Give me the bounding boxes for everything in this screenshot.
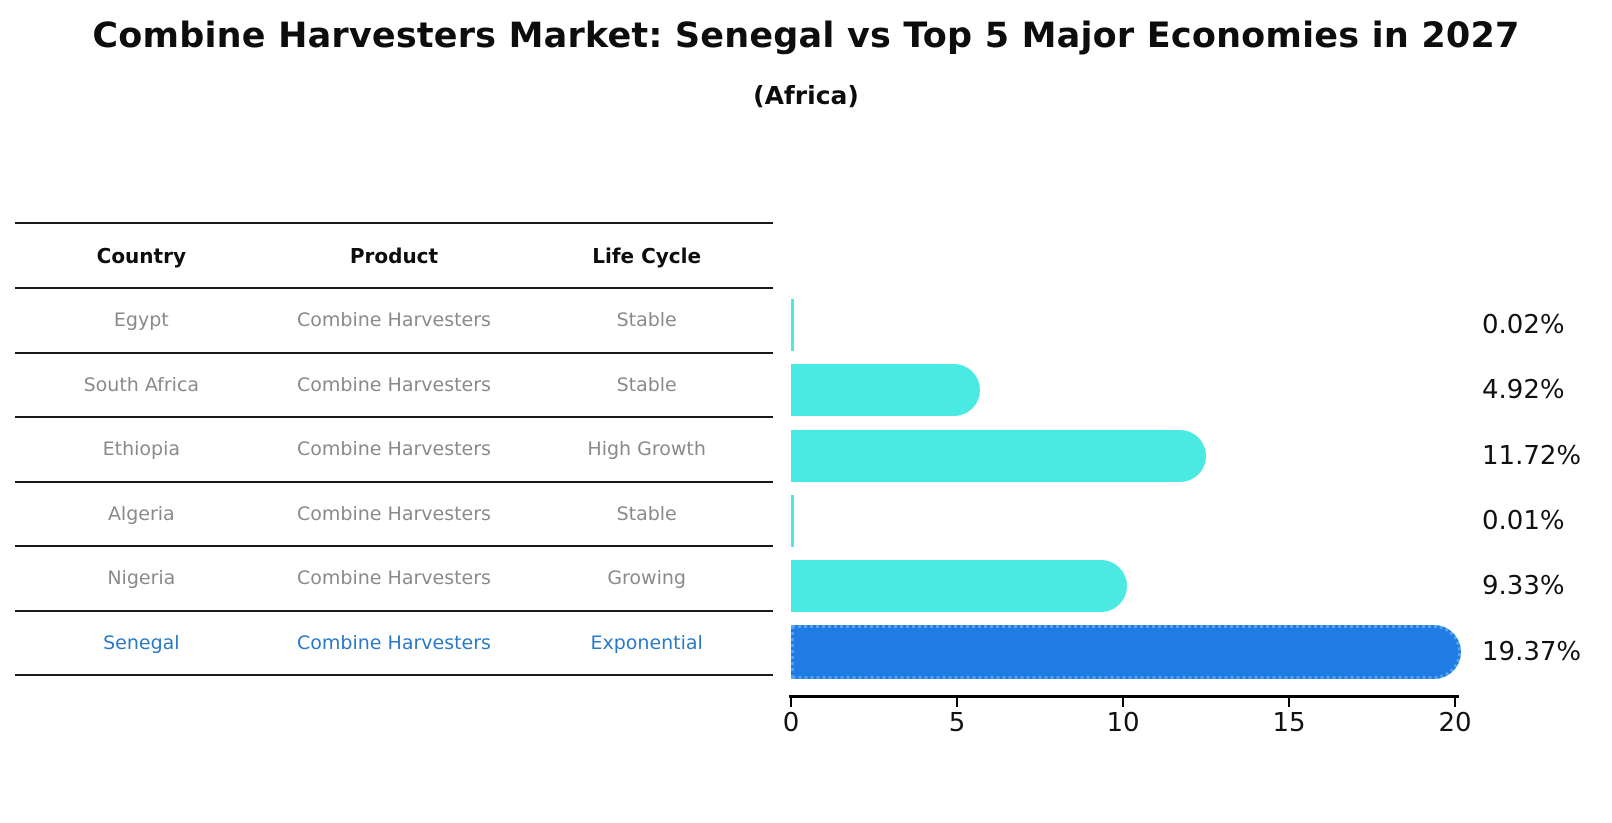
bar-senegal xyxy=(791,624,1462,679)
cell-life-cycle: High Growth xyxy=(587,438,706,461)
bar-nigeria xyxy=(791,560,1127,613)
cell-product: Combine Harvesters xyxy=(297,502,491,525)
column-header-country: Country xyxy=(96,243,186,268)
x-tick-5 xyxy=(956,698,958,707)
value-label-ethiopia: 11.72% xyxy=(1482,440,1582,471)
x-tick-label-5: 5 xyxy=(948,708,966,738)
cell-product: Combine Harvesters xyxy=(297,438,491,461)
cell-life-cycle: Stable xyxy=(616,502,677,525)
value-label-algeria: 0.01% xyxy=(1482,505,1565,536)
table-row: South Africa Combine Harvesters Stable xyxy=(15,352,773,418)
cell-country: Ethiopia xyxy=(102,438,181,461)
cell-life-cycle: Growing xyxy=(607,567,686,590)
bar-egypt xyxy=(791,299,794,351)
cell-product: Combine Harvesters xyxy=(297,309,491,332)
cell-product: Combine Harvesters xyxy=(297,373,491,396)
x-tick-label-10: 10 xyxy=(1106,708,1140,738)
x-tick-label-15: 15 xyxy=(1272,708,1306,738)
x-tick-label-0: 0 xyxy=(782,708,800,738)
column-header-life-cycle: Life Cycle xyxy=(592,243,702,268)
chart-title: Combine Harvesters Market: Senegal vs To… xyxy=(92,16,1520,56)
chart-subtitle: (Africa) xyxy=(753,81,859,110)
bar-ethiopia xyxy=(791,429,1207,482)
cell-country: South Africa xyxy=(83,373,200,396)
value-label-egypt: 0.02% xyxy=(1482,310,1565,340)
value-label-south-africa: 4.92% xyxy=(1482,375,1565,406)
cell-country: Senegal xyxy=(103,631,180,654)
table-row: Egypt Combine Harvesters Stable xyxy=(15,288,773,353)
table-row-highlight-senegal: Senegal Combine Harvesters Exponential xyxy=(15,610,773,675)
table-row: Algeria Combine Harvesters Stable xyxy=(15,481,773,547)
cell-life-cycle: Stable xyxy=(616,309,677,332)
country-table: Country Product Life Cycle Egypt Combine… xyxy=(15,222,773,676)
cell-life-cycle: Exponential xyxy=(590,631,703,654)
column-header-product: Product xyxy=(349,243,439,268)
table-row: Ethiopia Combine Harvesters High Growth xyxy=(15,417,773,482)
cell-country: Algeria xyxy=(107,502,175,525)
cell-product: Combine Harvesters xyxy=(297,631,491,654)
x-tick-label-20: 20 xyxy=(1438,708,1472,738)
table-row: Nigeria Combine Harvesters Growing xyxy=(15,546,773,611)
table-header-row: Country Product Life Cycle xyxy=(15,223,773,288)
value-label-senegal: 19.37% xyxy=(1482,636,1582,667)
x-tick-10 xyxy=(1122,698,1124,707)
cell-country: Nigeria xyxy=(107,567,176,590)
value-label-nigeria: 9.33% xyxy=(1482,571,1565,602)
cell-country: Egypt xyxy=(113,309,169,332)
cell-life-cycle: Stable xyxy=(616,373,677,396)
bar-algeria xyxy=(791,494,794,547)
x-tick-15 xyxy=(1288,698,1290,707)
bar-south-africa xyxy=(791,364,981,417)
x-tick-0 xyxy=(790,698,792,707)
x-axis-line xyxy=(789,695,1459,698)
cell-product: Combine Harvesters xyxy=(297,567,491,590)
x-tick-20 xyxy=(1454,698,1456,707)
